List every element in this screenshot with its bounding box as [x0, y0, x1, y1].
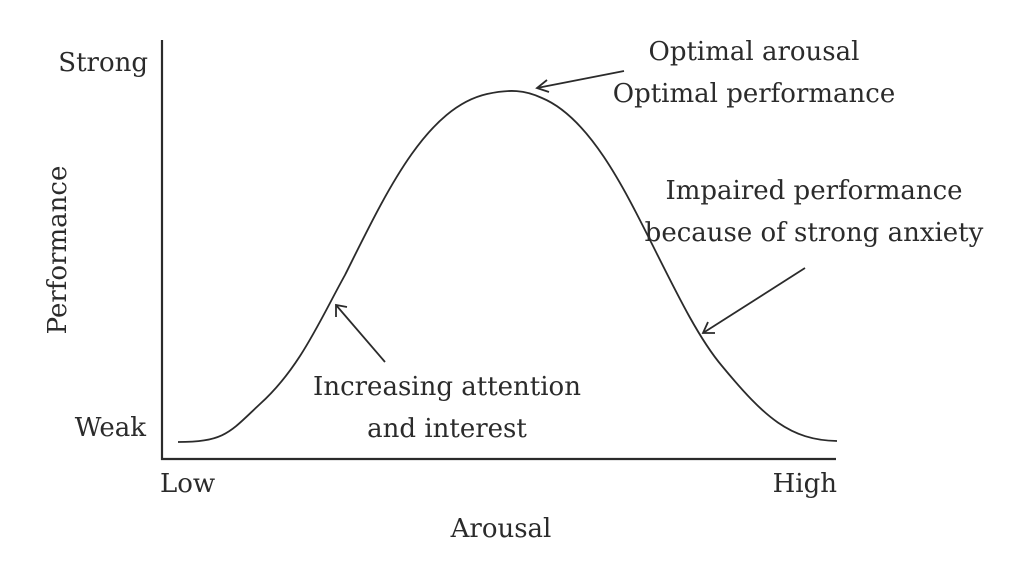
performance-curve: [177, 90, 838, 443]
y-bottom-label: Weak: [75, 413, 146, 443]
impaired-annotation-line2: because of strong anxiety: [645, 218, 984, 248]
y-top-label: Strong: [58, 48, 148, 78]
impaired-arrow: [701, 267, 806, 334]
y-axis-title: Performance: [43, 166, 73, 335]
increasing-arrow: [335, 303, 386, 363]
optimal-arrow: [535, 70, 625, 93]
x-left-label: Low: [160, 469, 215, 499]
impaired-annotation-line1: Impaired performance: [665, 176, 962, 206]
x-axis-title: Arousal: [450, 514, 552, 544]
peak-annotation-line1: Optimal arousal: [649, 37, 860, 67]
increasing-annotation-line1: Increasing attention: [313, 372, 581, 402]
peak-annotation-line2: Optimal performance: [613, 79, 895, 109]
x-right-label: High: [773, 469, 838, 499]
increasing-annotation-line2: and interest: [367, 414, 527, 444]
